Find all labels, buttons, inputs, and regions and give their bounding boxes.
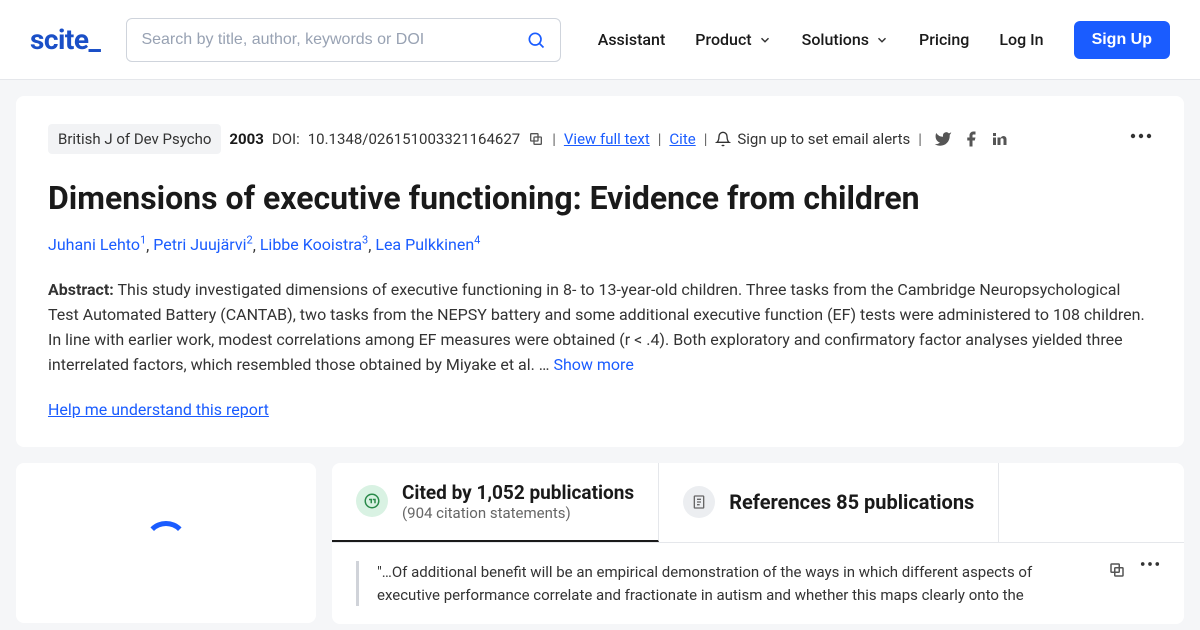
journal-chip[interactable]: British J of Dev Psycho — [48, 124, 221, 154]
social-row — [934, 130, 1008, 148]
citations-card: Cited by 1,052 publications (904 citatio… — [332, 463, 1184, 625]
citation-more-icon[interactable] — [1140, 561, 1160, 567]
linkedin-icon[interactable] — [990, 130, 1008, 148]
nav-product-label: Product — [695, 30, 751, 49]
search-icon[interactable] — [526, 30, 546, 50]
alert-text: Sign up to set email alerts — [737, 130, 910, 148]
view-full-text-link[interactable]: View full text — [564, 130, 650, 148]
copy-citation-icon[interactable] — [1108, 561, 1126, 579]
citation-body: "…Of additional benefit will be an empir… — [332, 543, 1184, 624]
nav-assistant[interactable]: Assistant — [598, 30, 666, 49]
tab-cited-sub: (904 citation statements) — [402, 504, 634, 522]
citation-quote: "…Of additional benefit will be an empir… — [356, 561, 1096, 606]
nav-solutions-label: Solutions — [802, 30, 869, 49]
separator: | — [918, 130, 922, 148]
spinner-icon — [144, 521, 188, 565]
alert-row[interactable]: Sign up to set email alerts — [715, 130, 910, 148]
bell-icon — [715, 131, 731, 147]
search-input[interactable] — [141, 31, 526, 49]
nav: Assistant Product Solutions Pricing Log … — [598, 21, 1170, 59]
abstract: Abstract: This study investigated dimens… — [48, 278, 1152, 377]
chevron-down-icon — [758, 33, 772, 47]
tabs: Cited by 1,052 publications (904 citatio… — [332, 463, 1184, 544]
signup-button[interactable]: Sign Up — [1074, 21, 1170, 59]
facebook-icon[interactable] — [962, 130, 980, 148]
tab-cited-title: Cited by 1,052 publications — [402, 481, 634, 505]
author-link[interactable]: Petri Juujärvi2 — [153, 235, 252, 254]
citation-actions — [1108, 561, 1160, 606]
twitter-icon[interactable] — [934, 130, 952, 148]
top-bar: scite_ Assistant Product Solutions Prici… — [0, 0, 1200, 80]
separator: | — [704, 130, 708, 148]
bottom-row: Cited by 1,052 publications (904 citatio… — [16, 463, 1184, 625]
separator: | — [658, 130, 662, 148]
tab-refs-title: References 85 publications — [729, 490, 974, 514]
show-more-link[interactable]: Show more — [553, 355, 633, 374]
search-box[interactable] — [126, 18, 561, 62]
logo[interactable]: scite_ — [30, 23, 100, 56]
document-icon — [683, 486, 715, 518]
abstract-label: Abstract: — [48, 280, 114, 299]
chevron-down-icon — [875, 33, 889, 47]
author-link[interactable]: Juhani Lehto1 — [48, 235, 146, 254]
doi-label: DOI: — [272, 130, 300, 148]
citation-text: "…Of additional benefit will be an empir… — [377, 561, 1096, 606]
help-understand-link[interactable]: Help me understand this report — [48, 400, 1152, 419]
paper-title: Dimensions of executive functioning: Evi… — [48, 178, 1152, 218]
paper-card: British J of Dev Psycho 2003 DOI: 10.134… — [16, 96, 1184, 447]
author-link[interactable]: Libbe Kooistra3 — [260, 235, 368, 254]
separator: | — [552, 130, 556, 148]
nav-pricing[interactable]: Pricing — [919, 30, 969, 49]
nav-product[interactable]: Product — [695, 30, 771, 49]
more-menu-icon[interactable] — [1130, 124, 1152, 143]
nav-login[interactable]: Log In — [999, 30, 1043, 49]
author-link[interactable]: Lea Pulkkinen4 — [375, 235, 480, 254]
doi-value: 10.1348/026151003321164627 — [308, 130, 520, 148]
tab-references[interactable]: References 85 publications — [659, 463, 999, 543]
nav-solutions[interactable]: Solutions — [802, 30, 889, 49]
authors: Juhani Lehto1, Petri Juujärvi2, Libbe Ko… — [48, 234, 1152, 254]
quote-icon — [356, 485, 388, 517]
tab-cited-by[interactable]: Cited by 1,052 publications (904 citatio… — [332, 463, 659, 543]
year: 2003 — [229, 130, 263, 148]
loading-card — [16, 463, 316, 623]
copy-doi-icon[interactable] — [528, 131, 544, 147]
cite-link[interactable]: Cite — [669, 130, 695, 148]
meta-row: British J of Dev Psycho 2003 DOI: 10.134… — [48, 124, 1152, 154]
